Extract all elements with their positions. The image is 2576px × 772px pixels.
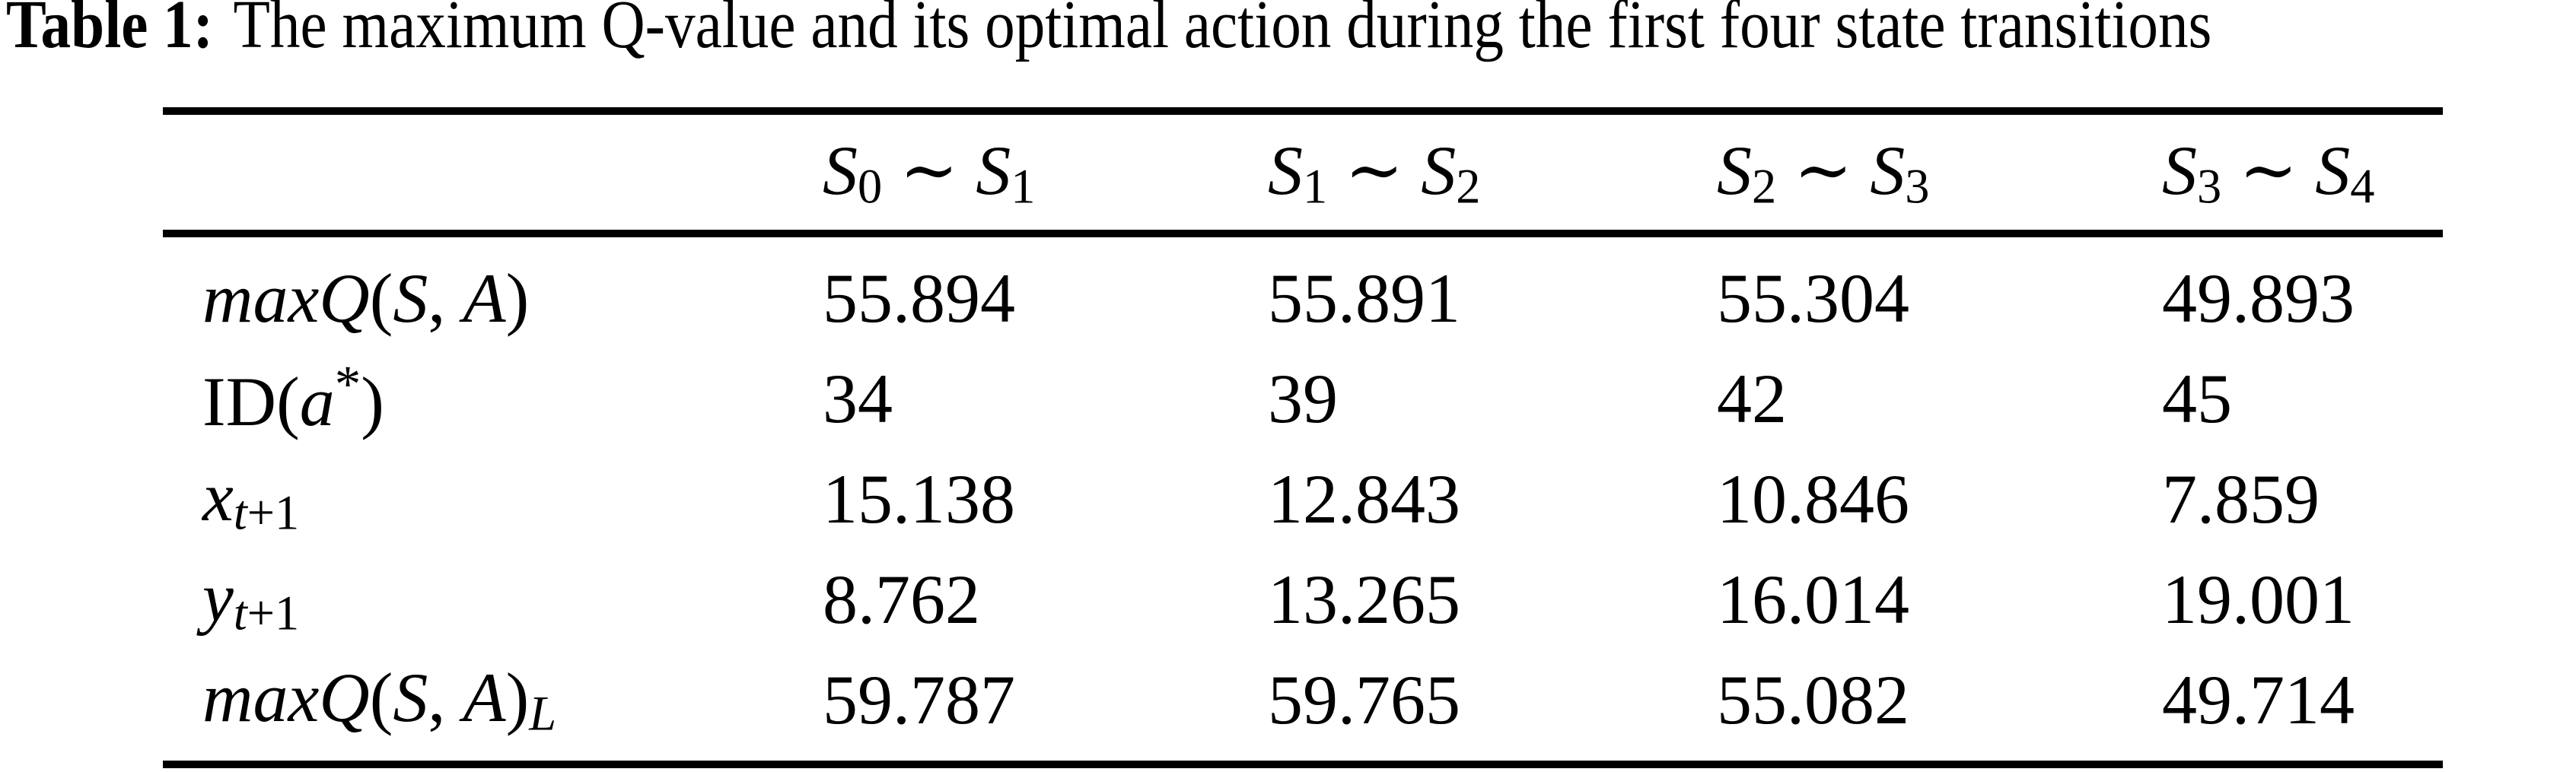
value-cell: 16.014 — [1717, 561, 1909, 638]
math-segment: 2 — [1456, 159, 1481, 214]
value-cell: 55.894 — [823, 259, 1015, 337]
data-table-container: S0 ∼ S1 S1 ∼ S2 S2 ∼ S3 S3 ∼ S4 maxQ(S, A) 5… — [163, 107, 2443, 768]
math-segment: ) — [505, 659, 530, 737]
math-segment: A — [463, 259, 506, 337]
value-cell: 49.893 — [2162, 259, 2355, 337]
math-segment: ∼ — [1327, 132, 1422, 210]
math-segment: S — [393, 659, 428, 737]
math-segment: a — [299, 363, 335, 441]
table-row: maxQ(S, A)L 59.787 59.765 55.082 49.714 — [163, 650, 2443, 764]
math-segment: S — [976, 132, 1011, 210]
math-segment: S — [2315, 132, 2351, 210]
math-segment: y — [202, 558, 234, 637]
table-header-row: S0 ∼ S1 S1 ∼ S2 S2 ∼ S3 S3 ∼ S4 — [163, 111, 2443, 237]
row-label: maxQ(S, A) — [163, 234, 822, 348]
table-body: maxQ(S, A) 55.894 55.891 55.304 49.893 ID(a*)… — [163, 234, 2443, 764]
value-cell: 59.765 — [1268, 661, 1460, 739]
table-row: yt+1 8.762 13.265 16.014 19.001 — [163, 549, 2443, 650]
math-segment: ( — [276, 363, 300, 441]
math-segment: S — [823, 132, 858, 210]
math-segment: S — [393, 259, 428, 337]
table-caption: Table 1: The maximum Q-value and its opti… — [6, 0, 2211, 61]
math-segment: S — [1421, 132, 1457, 210]
value-cell: 13.265 — [1268, 561, 1460, 638]
value-cell: 19.001 — [2162, 561, 2355, 638]
math-segment: 2 — [1752, 159, 1777, 214]
column-header-3: S3 ∼ S4 — [2161, 111, 2443, 237]
value-cell: 45 — [2162, 360, 2232, 437]
caption-text: The maximum Q-value and its optimal acti… — [233, 0, 2212, 62]
math-segment: t — [233, 586, 247, 640]
column-header-1: S1 ∼ S2 — [1267, 111, 1716, 237]
column-header-0: S0 ∼ S1 — [822, 111, 1267, 237]
math-segment: ( — [369, 659, 393, 737]
math-segment: A — [463, 659, 506, 737]
value-cell: 10.846 — [1717, 460, 1909, 538]
value-cell: 34 — [823, 360, 893, 437]
table-row: xt+1 15.138 12.843 10.846 7.859 — [163, 449, 2443, 549]
math-segment: S — [2162, 132, 2197, 210]
value-cell: 49.714 — [2162, 661, 2355, 739]
row-label: ID(a*) — [163, 348, 822, 449]
math-segment: +1 — [247, 485, 300, 540]
row-label: xt+1 — [163, 449, 822, 549]
math-segment: * — [334, 355, 361, 414]
math-segment: S — [1717, 132, 1752, 210]
math-segment: , — [428, 259, 463, 337]
math-segment: x — [202, 458, 234, 536]
math-segment: ) — [361, 363, 384, 441]
math-segment: 1 — [1011, 159, 1036, 214]
value-cell: 8.762 — [823, 561, 980, 638]
math-segment: S — [1268, 132, 1303, 210]
value-cell: 7.859 — [2162, 460, 2320, 538]
row-label: yt+1 — [163, 549, 822, 650]
math-segment: ∼ — [2221, 132, 2316, 210]
math-segment: S — [1870, 132, 1906, 210]
caption-label: Table 1: — [6, 0, 214, 62]
table-head: S0 ∼ S1 S1 ∼ S2 S2 ∼ S3 S3 ∼ S4 — [163, 111, 2443, 237]
value-cell: 55.304 — [1717, 259, 1909, 337]
math-segment: 0 — [858, 159, 883, 214]
math-segment: ∼ — [882, 132, 976, 210]
data-table: S0 ∼ S1 S1 ∼ S2 S2 ∼ S3 S3 ∼ S4 maxQ(S, A) 5… — [163, 107, 2443, 768]
math-segment: 3 — [2197, 159, 2222, 214]
math-segment: maxQ — [202, 659, 370, 737]
math-segment: 4 — [2350, 159, 2375, 214]
math-segment: 1 — [1303, 159, 1328, 214]
corner-cell — [163, 111, 822, 237]
table-row: maxQ(S, A) 55.894 55.891 55.304 49.893 — [163, 234, 2443, 348]
math-segment: ID — [202, 363, 277, 441]
row-label: maxQ(S, A)L — [163, 650, 822, 764]
value-cell: 55.082 — [1717, 661, 1909, 739]
math-segment: ∼ — [1776, 132, 1871, 210]
math-segment: t — [233, 485, 247, 540]
math-segment: ( — [369, 259, 393, 337]
value-cell: 59.787 — [823, 661, 1015, 739]
math-segment: ) — [505, 259, 530, 337]
math-segment: , — [428, 659, 463, 737]
math-segment: 3 — [1905, 159, 1930, 214]
math-segment: +1 — [247, 586, 300, 640]
value-cell: 15.138 — [823, 460, 1015, 538]
value-cell: 42 — [1717, 360, 1787, 437]
math-segment: L — [529, 686, 557, 741]
value-cell: 12.843 — [1268, 460, 1460, 538]
column-header-2: S2 ∼ S3 — [1716, 111, 2161, 237]
value-cell: 39 — [1268, 360, 1338, 437]
value-cell: 55.891 — [1268, 259, 1460, 337]
table-row: ID(a*) 34 39 42 45 — [163, 348, 2443, 449]
math-segment: maxQ — [202, 259, 370, 337]
